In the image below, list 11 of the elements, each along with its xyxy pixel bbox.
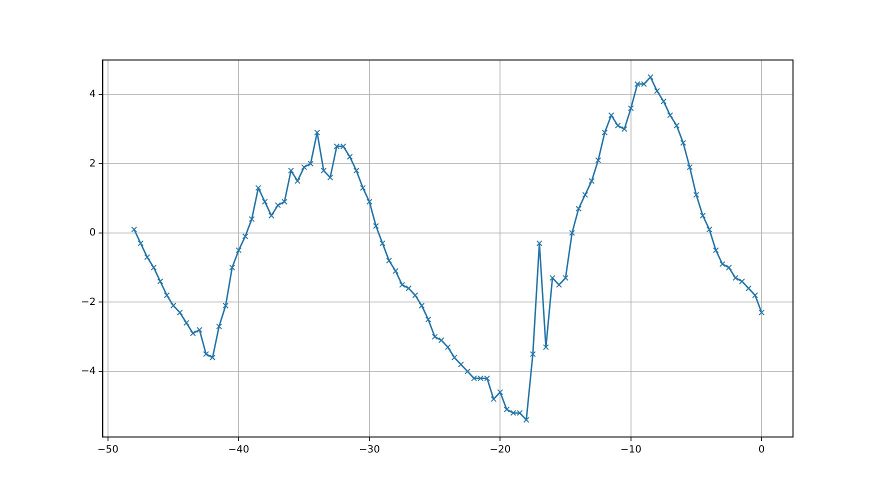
x-tick-label: −30 [358,444,380,456]
y-tick-label: 4 [89,89,96,100]
x-tick-label: −20 [490,444,511,456]
x-tick-label: −40 [228,444,250,456]
y-tick-label: 0 [89,228,96,239]
y-tick-label: 2 [89,158,96,170]
y-tick-label: −4 [80,366,96,377]
x-tick-label: −10 [620,444,642,456]
x-tick-label: 0 [758,444,765,456]
x-tick-label: −50 [97,444,119,456]
y-tick-label: −2 [80,296,96,308]
